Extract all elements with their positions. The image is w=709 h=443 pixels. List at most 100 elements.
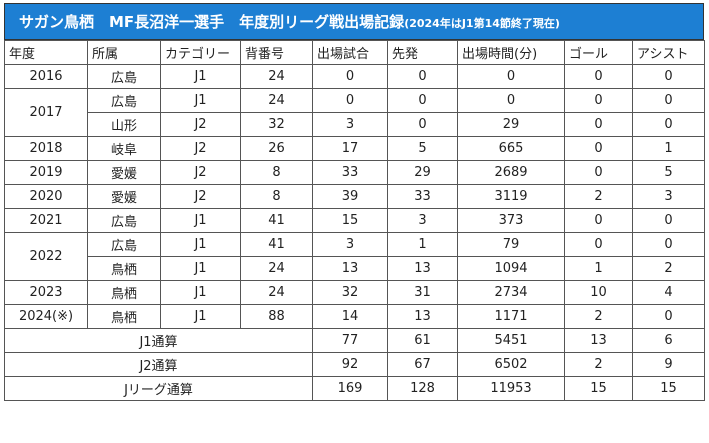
- data-cell: J2: [160, 136, 241, 161]
- data-cell: 24: [240, 280, 313, 305]
- data-cell: 0: [632, 88, 705, 113]
- year-cell: 2020: [4, 184, 88, 209]
- total-cell: 77: [312, 328, 388, 353]
- header-cell: ゴール: [564, 40, 633, 65]
- data-cell: 愛媛: [87, 184, 161, 209]
- total-cell: 6502: [457, 352, 565, 377]
- data-cell: 3: [387, 208, 458, 233]
- data-cell: J1: [160, 232, 241, 257]
- header-cell: アシスト: [632, 40, 705, 65]
- data-cell: 8: [240, 160, 313, 185]
- data-cell: 0: [632, 112, 705, 137]
- total-cell: 169: [312, 376, 388, 401]
- data-row: 2019 愛媛 J2 8 33 29 2689 0 5: [4, 160, 705, 185]
- data-cell: 0: [564, 88, 633, 113]
- data-cell: 広島: [87, 232, 161, 257]
- data-cell: 0: [632, 208, 705, 233]
- data-cell: 31: [387, 280, 458, 305]
- data-row: 2018 岐阜 J2 26 17 5 665 0 1: [4, 136, 705, 161]
- data-cell: 88: [240, 304, 313, 329]
- data-row: 山形 J2 32 3 0 29 0 0: [5, 112, 705, 137]
- data-cell: 14: [312, 304, 388, 329]
- data-cell: J2: [160, 112, 241, 137]
- data-cell: 41: [240, 232, 313, 257]
- data-cell: 13: [312, 256, 388, 281]
- data-cell: 0: [387, 112, 458, 137]
- table-body: 2016 広島 J1 24 0 0 0 0 0 2017 広島 J1 24 0 0 0 0 0 山形 J2 32 3 0 29…: [4, 64, 705, 401]
- total-cell: 61: [387, 328, 458, 353]
- data-cell: 1: [564, 256, 633, 281]
- data-cell: 39: [312, 184, 388, 209]
- year-cell: 2023: [4, 280, 88, 305]
- data-cell: 1: [632, 136, 705, 161]
- data-cell: 2: [564, 304, 633, 329]
- data-cell: J2: [160, 160, 241, 185]
- total-cell: 2: [564, 352, 633, 377]
- total-cell: 92: [312, 352, 388, 377]
- data-cell: 0: [312, 88, 388, 113]
- data-cell: 0: [387, 64, 458, 89]
- data-cell: 24: [240, 256, 313, 281]
- header-cell: 所属: [87, 40, 161, 65]
- year-cell: 2021: [4, 208, 88, 233]
- total-label: Jリーグ通算: [4, 376, 313, 401]
- total-row: J2通算 92 67 6502 2 9: [4, 352, 705, 377]
- total-cell: 15: [564, 376, 633, 401]
- data-cell: 3: [632, 184, 705, 209]
- data-row: 2023 鳥栖 J1 24 32 31 2734 10 4: [4, 280, 705, 305]
- total-row: J1通算 77 61 5451 13 6: [4, 328, 705, 353]
- total-cell: 13: [564, 328, 633, 353]
- data-cell: 鳥栖: [87, 304, 161, 329]
- data-cell: 0: [632, 304, 705, 329]
- data-cell: J2: [160, 184, 241, 209]
- data-row: 2017 広島 J1 24 0 0 0 0 0: [4, 88, 705, 137]
- data-cell: 5: [387, 136, 458, 161]
- data-cell: 0: [457, 88, 565, 113]
- data-cell: 32: [240, 112, 313, 137]
- data-row: 2021 広島 J1 41 15 3 373 0 0: [4, 208, 705, 233]
- data-cell: 広島: [87, 88, 161, 113]
- data-cell: 29: [387, 160, 458, 185]
- data-cell: 0: [632, 232, 705, 257]
- data-cell: 24: [240, 64, 313, 89]
- year-cell: 2017: [4, 88, 88, 137]
- total-label: J2通算: [4, 352, 313, 377]
- year-cell: 2022: [4, 232, 88, 281]
- data-row: 2024(※) 鳥栖 J1 88 14 13 1171 2 0: [4, 304, 705, 329]
- year-cell: 2018: [4, 136, 88, 161]
- data-cell: 広島: [87, 64, 161, 89]
- data-cell: 1: [387, 232, 458, 257]
- header-cell: 背番号: [240, 40, 313, 65]
- year-cell: 2019: [4, 160, 88, 185]
- data-cell: 0: [564, 112, 633, 137]
- data-cell: 2: [564, 184, 633, 209]
- data-cell: 0: [457, 64, 565, 89]
- data-cell: 1094: [457, 256, 565, 281]
- data-cell: 17: [312, 136, 388, 161]
- title-note: (2024年はJ1第14節終了現在): [404, 17, 560, 30]
- year-cell: 2016: [4, 64, 88, 89]
- data-cell: 2: [632, 256, 705, 281]
- total-cell: 128: [387, 376, 458, 401]
- data-cell: 2734: [457, 280, 565, 305]
- total-label: J1通算: [4, 328, 313, 353]
- header-cell: 年度: [4, 40, 88, 65]
- data-cell: 0: [564, 160, 633, 185]
- data-row: 鳥栖 J1 24 13 13 1094 1 2: [5, 256, 705, 281]
- total-cell: 15: [632, 376, 705, 401]
- data-cell: J1: [160, 256, 241, 281]
- data-cell: 24: [240, 88, 313, 113]
- data-cell: 3119: [457, 184, 565, 209]
- title: サガン鳥栖 MF長沼洋一選手 年度別リーグ戦出場記録: [19, 13, 405, 31]
- data-cell: 13: [387, 256, 458, 281]
- year-cell: 2024(※): [4, 304, 88, 329]
- data-cell: 373: [457, 208, 565, 233]
- header-row: 年度 所属 カテゴリー 背番号 出場試合 先発 出場時間(分) ゴール アシスト: [4, 40, 705, 65]
- data-cell: 4: [632, 280, 705, 305]
- data-cell: 0: [312, 64, 388, 89]
- total-cell: 11953: [457, 376, 565, 401]
- data-cell: 13: [387, 304, 458, 329]
- header-cell: カテゴリー: [160, 40, 241, 65]
- data-row: 2020 愛媛 J2 8 39 33 3119 2 3: [4, 184, 705, 209]
